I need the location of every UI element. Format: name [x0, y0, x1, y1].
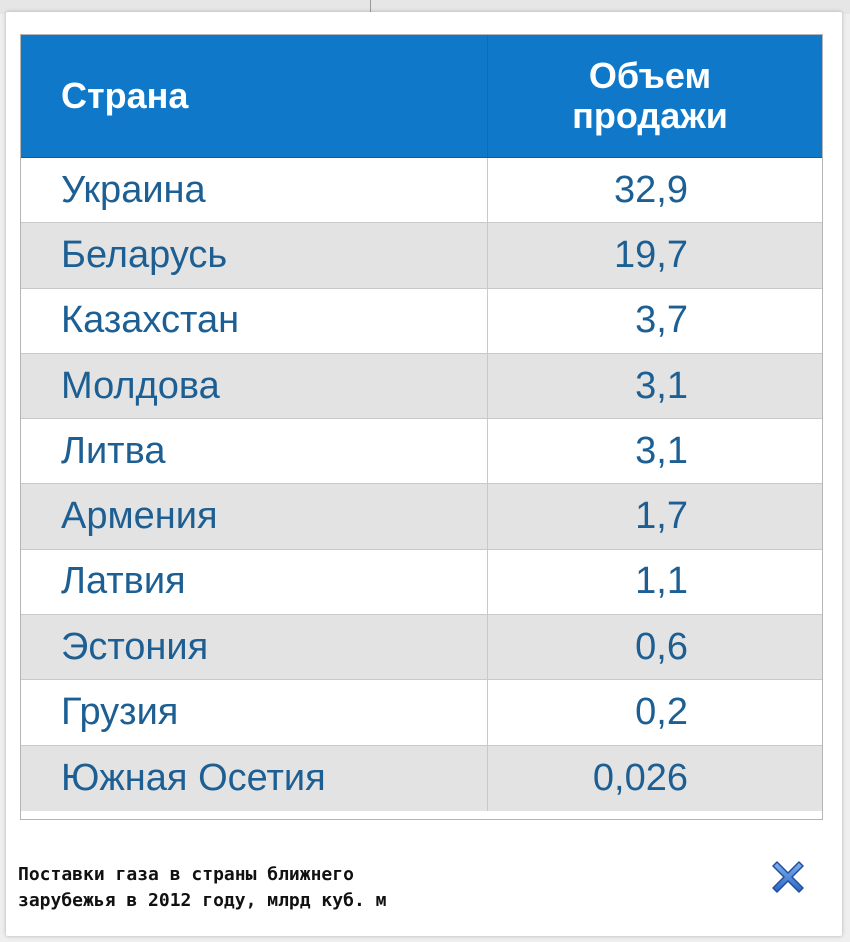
caption-line1: Поставки газа в страны ближнего — [18, 864, 354, 885]
table-row: Южная Осетия 0,026 — [21, 745, 822, 811]
header-volume-line1: Объем — [588, 55, 712, 96]
cell-country: Латвия — [21, 549, 488, 615]
caption-line2: зарубежья в 2012 году, млрд куб. м — [18, 890, 387, 911]
header-country-label: Страна — [61, 75, 189, 116]
cell-volume: 1,1 — [635, 560, 688, 603]
table-row: Армения 1,7 — [21, 484, 822, 550]
table-row: Украина 32,9 — [21, 158, 822, 224]
table-body: Украина 32,9 Беларусь 19,7 Казахстан 3,7… — [21, 158, 822, 811]
cell-volume: 3,7 — [635, 299, 688, 342]
cell-volume: 1,7 — [635, 495, 688, 538]
close-button[interactable] — [766, 855, 810, 899]
table-row: Эстония 0,6 — [21, 615, 822, 681]
cell-volume: 19,7 — [614, 233, 688, 276]
header-volume: Объем продажи — [488, 35, 822, 157]
close-icon — [772, 861, 804, 893]
table-row: Молдова 3,1 — [21, 353, 822, 420]
cell-volume: 0,2 — [635, 691, 688, 734]
header-volume-label: Объем продажи — [572, 56, 728, 136]
cell-volume: 3,1 — [635, 364, 688, 407]
cell-country: Литва — [21, 419, 488, 484]
table-row: Литва 3,1 — [21, 419, 822, 485]
backdrop-divider — [370, 0, 371, 12]
table-header-row: Страна Объем продажи — [21, 35, 822, 158]
gas-supply-table: Страна Объем продажи Украина 32,9 Белару… — [20, 34, 823, 820]
cell-volume: 3,1 — [635, 429, 688, 472]
image-lightbox-dialog: Страна Объем продажи Украина 32,9 Белару… — [6, 12, 842, 936]
cell-country: Армения — [21, 484, 488, 549]
header-country: Страна — [21, 35, 488, 157]
cell-country: Грузия — [21, 680, 488, 745]
cell-volume: 32,9 — [614, 168, 688, 211]
cell-volume: 0,6 — [635, 625, 688, 668]
header-volume-line2: продажи — [572, 95, 728, 136]
image-caption: Поставки газа в страны ближнего зарубежь… — [18, 862, 578, 914]
cell-country: Южная Осетия — [21, 745, 488, 811]
table-row: Казахстан 3,7 — [21, 288, 822, 354]
cell-country: Молдова — [21, 353, 488, 419]
cell-country: Эстония — [21, 615, 488, 680]
backdrop-strip — [0, 0, 850, 14]
table-row: Грузия 0,2 — [21, 680, 822, 746]
table-row: Латвия 1,1 — [21, 549, 822, 616]
cell-volume: 0,026 — [592, 756, 688, 799]
cell-country: Казахстан — [21, 288, 488, 353]
cell-country: Беларусь — [21, 223, 488, 288]
table-row: Беларусь 19,7 — [21, 223, 822, 289]
cell-country: Украина — [21, 158, 488, 223]
